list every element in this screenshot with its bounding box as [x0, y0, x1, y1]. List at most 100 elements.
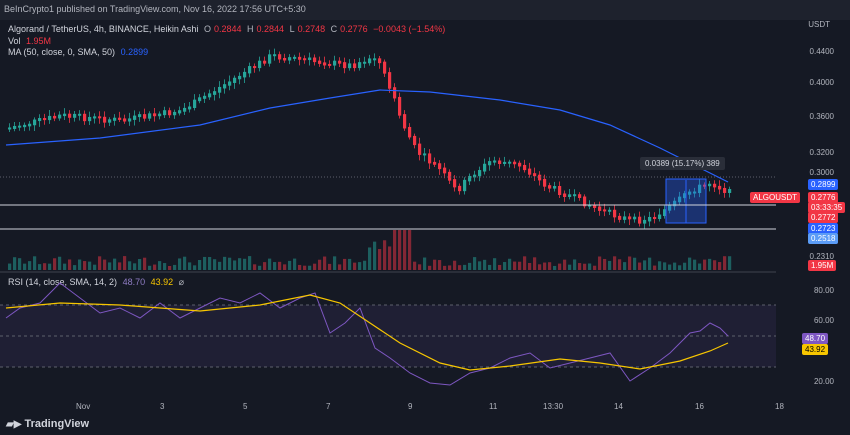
volume-bar — [283, 264, 287, 270]
time-label: 13:30 — [543, 402, 564, 411]
volume-bar — [33, 256, 37, 270]
candle — [243, 71, 247, 78]
low-value: 0.2748 — [297, 24, 326, 34]
candle — [423, 153, 427, 156]
volume-bar — [168, 265, 172, 270]
volume-bar — [63, 263, 67, 270]
candle — [333, 60, 337, 66]
volume-bar — [48, 263, 52, 270]
volume-bar — [133, 263, 137, 270]
candle — [588, 204, 592, 207]
candle — [83, 113, 87, 122]
volume-bar — [228, 257, 232, 270]
candle — [38, 118, 42, 122]
price-tick: 0.4400 — [809, 47, 834, 56]
time-label: 14 — [614, 402, 623, 411]
candle — [703, 184, 707, 187]
volume-bar — [183, 256, 187, 270]
candle — [623, 216, 627, 220]
volume-bar — [658, 261, 662, 270]
volume-bar — [208, 257, 212, 270]
rsi-legend[interactable]: RSI (14, close, SMA, 14, 2) 48.70 43.92 … — [8, 277, 187, 288]
high-label: H — [247, 24, 254, 34]
candle — [103, 116, 107, 123]
candle — [298, 56, 302, 60]
volume-bar — [703, 259, 707, 270]
candle — [413, 135, 417, 146]
candle — [23, 124, 27, 128]
volume-bar — [538, 264, 542, 270]
volume-bar — [728, 256, 732, 270]
volume-bar — [53, 258, 57, 270]
volume-bar — [83, 261, 87, 270]
volume-bar — [428, 265, 432, 270]
candle — [118, 117, 122, 120]
volume-bar — [223, 256, 227, 270]
candle — [93, 116, 97, 119]
volume-bar — [523, 256, 527, 270]
volume-bar — [8, 263, 12, 270]
candle — [393, 87, 397, 99]
candle — [58, 114, 62, 119]
candle — [403, 114, 407, 129]
candle — [448, 171, 452, 181]
candle — [563, 193, 567, 197]
candle — [548, 185, 552, 189]
candle — [143, 114, 147, 119]
candle — [443, 167, 447, 174]
candle — [98, 116, 102, 119]
time-axis[interactable]: Nov 3 5 7 9 11 13:30 14 16 18 — [0, 400, 784, 414]
candle — [293, 56, 297, 59]
candle — [713, 183, 717, 188]
candle — [163, 110, 167, 116]
candle — [503, 161, 507, 164]
volume-bar — [43, 263, 47, 270]
volume-legend[interactable]: Vol 1.95M — [8, 36, 54, 46]
volume-bar — [73, 265, 77, 270]
ma-legend[interactable]: MA (50, close, 0, SMA, 50) 0.2899 — [8, 47, 151, 57]
change-value: −0.0043 (−1.54%) — [373, 24, 446, 34]
symbol-legend[interactable]: Algorand / TetherUS, 4h, BINANCE, Heikin… — [8, 24, 448, 34]
volume-bar — [503, 262, 507, 270]
volume-bar — [23, 263, 27, 270]
candle — [33, 119, 37, 126]
volume-bar — [408, 230, 412, 270]
rsi-tick: 20.00 — [813, 377, 834, 386]
candle — [633, 216, 637, 220]
volume-bar — [343, 258, 347, 270]
price-chart[interactable] — [0, 20, 776, 400]
volume-bar — [403, 230, 407, 270]
volume-bar — [178, 258, 182, 270]
volume-bar — [638, 262, 642, 270]
candle — [168, 110, 172, 116]
rsi-line — [5, 282, 729, 386]
volume-bar — [123, 256, 127, 270]
volume-bar — [308, 265, 312, 270]
price-scale[interactable]: USDT 0.4400 0.4000 0.3600 0.3200 0.3000 … — [750, 20, 850, 400]
volume-bar — [653, 265, 657, 270]
candle — [133, 115, 137, 120]
volume-bar — [588, 263, 592, 270]
rsi-sma-price-label: 43.92 — [802, 344, 829, 355]
ma-price-label: 0.2899 — [808, 179, 839, 190]
volume-bar — [218, 261, 222, 270]
rsi-chart[interactable] — [0, 273, 776, 400]
candle — [463, 179, 467, 192]
top-bar: BeInCrypto1 published on TradingView.com… — [0, 0, 850, 20]
volume-bar — [513, 261, 517, 270]
pane-divider[interactable] — [0, 271, 776, 273]
volume-bar — [363, 260, 367, 270]
candle — [698, 184, 702, 194]
candle — [248, 66, 252, 74]
eye-slash-icon[interactable]: ⌀ — [178, 277, 185, 287]
volume-bar — [358, 262, 362, 270]
candle — [383, 61, 387, 74]
volume-bar — [273, 262, 277, 270]
tradingview-logo[interactable]: ▰▶ TradingView — [6, 418, 89, 430]
volume-bar — [423, 257, 427, 270]
volume-bar — [378, 249, 382, 270]
volume-bar — [553, 265, 557, 270]
candle — [18, 125, 22, 128]
volume-bar — [28, 261, 32, 270]
candle — [258, 60, 262, 69]
